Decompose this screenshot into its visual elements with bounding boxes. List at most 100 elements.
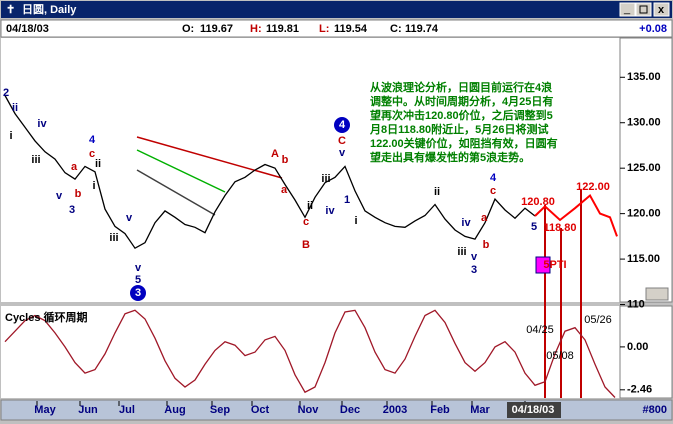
wave-label: B [302, 239, 310, 251]
panel-icon[interactable] [645, 287, 669, 301]
wave-circle [334, 117, 350, 133]
window-title: 日圆, Daily [22, 3, 77, 16]
trend-line [136, 169, 216, 216]
wave-label: 3 [135, 287, 141, 299]
wave-label: ii [434, 186, 440, 198]
x-tick-label: Dec [340, 404, 360, 416]
wave-label: 2 [3, 87, 9, 99]
wave-label: iv [325, 205, 335, 217]
wave-label: iii [109, 232, 118, 244]
cycle-date-label: 05/26 [584, 314, 612, 326]
wave-label: 5 [135, 274, 141, 286]
x-tick-label: Aug [164, 404, 185, 416]
x-tick-label: 04/18/03 [512, 404, 555, 416]
wave-label: 4 [490, 172, 497, 184]
price-panel [1, 38, 620, 302]
info-open: 119.67 [200, 23, 233, 35]
info-bar [0, 19, 673, 38]
y-tick-label: 135.00 [627, 71, 661, 83]
wave-label: b [483, 239, 490, 251]
wave-label: ii [12, 102, 18, 114]
wave-label: i [354, 215, 357, 227]
y-tick-label: 125.00 [627, 162, 661, 174]
wave-label: 5 [531, 221, 537, 233]
wave-label: c [490, 185, 496, 197]
x-tick-label: Mar [470, 404, 490, 416]
wave-label: 118.80 [543, 222, 576, 234]
commentary-line: 调整中。从时间周期分析，4月25日有 [370, 94, 553, 108]
cycle-panel [1, 306, 620, 398]
cycle-title: Cycles 循环周期 [5, 310, 88, 324]
maximize-glyph [639, 5, 648, 14]
y-tick-label: 120.00 [627, 208, 661, 220]
wave-label: ii [95, 158, 101, 170]
close-glyph: x [658, 4, 665, 16]
cycle-date-label: 05/08 [546, 350, 574, 362]
wave-label: 122.00 [576, 181, 610, 193]
info-high-label: H: [250, 23, 262, 35]
commentary-line: 望走出具有爆发性的第5浪走势。 [370, 150, 530, 164]
wave-label: v [56, 190, 63, 202]
wave-label: 3 [69, 204, 75, 216]
x-tick-label: 2003 [383, 404, 407, 416]
wave-label: v [135, 262, 142, 274]
info-low: 119.54 [334, 23, 368, 35]
minimize-button[interactable] [619, 2, 636, 17]
x-tick-label: Jun [78, 404, 98, 416]
wave-label: iii [31, 154, 40, 166]
info-open-label: O: [182, 23, 194, 35]
x-tick-label: Oct [251, 404, 270, 416]
cycle-axis-panel [619, 305, 673, 399]
wave-label: b [75, 188, 82, 200]
wave-circle [130, 285, 146, 301]
wave-label: c [89, 148, 95, 160]
wave-label: 3 [471, 264, 477, 276]
info-low-label: L: [319, 23, 329, 35]
wave-label: 5PTI [543, 259, 566, 271]
trend-line [136, 136, 283, 179]
wave-label: a [281, 184, 288, 196]
wave-label: i [9, 130, 12, 142]
wave-label: iii [457, 246, 466, 258]
wave-label: v [339, 147, 346, 159]
wave-label: a [481, 212, 488, 224]
title-bar [1, 1, 672, 18]
price-axis-panel [619, 37, 673, 303]
trend-line [136, 149, 226, 193]
wave-label: 1 [344, 194, 350, 206]
y-tick-label: 115.00 [627, 253, 660, 265]
wave-label: iv [461, 217, 471, 229]
info-high: 119.81 [266, 23, 299, 35]
series-line [4, 309, 616, 398]
cycle-date-label: 04/25 [526, 324, 554, 336]
maximize-button[interactable] [635, 2, 652, 17]
wave-label: ii [307, 200, 313, 212]
series-line [534, 193, 618, 237]
wave-label: b [282, 154, 289, 166]
commentary-line: 月8日118.80附近止，5月26日将测试 [369, 122, 549, 136]
close-button[interactable] [653, 2, 670, 17]
info-close-label: C: [390, 23, 402, 35]
wave-label: 4 [89, 134, 96, 146]
minimize-glyph: _ [623, 3, 631, 15]
wave-label: i [92, 180, 95, 192]
info-date: 04/18/03 [6, 23, 49, 35]
pti-box [535, 256, 551, 274]
wave-label: a [71, 161, 78, 173]
wave-label: A [271, 148, 279, 160]
x-tick-label: Sep [210, 404, 230, 416]
wave-label: iv [37, 118, 47, 130]
commentary-line: 122.00关键价位，如阻挡有效，日圆有 [370, 136, 558, 150]
y-tick-label: -2.46 [627, 384, 652, 396]
x-tick-label: Feb [430, 404, 450, 416]
info-close: 119.74 [405, 23, 439, 35]
y-tick-label: 0.00 [627, 341, 648, 353]
x-tick-label: May [34, 404, 56, 416]
wave-label: v [126, 212, 133, 224]
y-tick-label: 130.00 [627, 117, 661, 129]
commentary-line: 从波浪理论分析，日圆目前运行在4浪 [370, 80, 552, 94]
time-axis-bar [0, 399, 673, 421]
y-tick-label: 110 [627, 298, 645, 310]
wave-label: 4 [339, 119, 346, 131]
